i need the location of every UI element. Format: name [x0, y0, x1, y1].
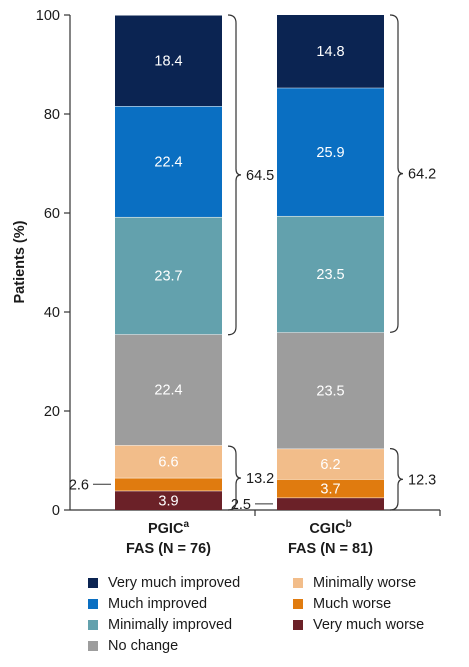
bar-segment — [115, 445, 222, 478]
legend-label: Much worse — [313, 596, 392, 612]
legend-label: Much improved — [108, 596, 208, 612]
legend-label: Very much worse — [313, 617, 425, 633]
data-label: 2.5 — [231, 497, 251, 513]
y-tick-label: 100 — [36, 8, 60, 24]
legend-swatch — [88, 641, 98, 651]
category-label: PGICa — [148, 519, 189, 537]
legend-label: Minimally improved — [108, 617, 233, 633]
bracket-label: 13.2 — [246, 471, 274, 487]
legend-swatch — [293, 578, 303, 588]
legend-label: No change — [108, 638, 179, 654]
legend-label: Very much improved — [108, 575, 241, 591]
data-labels: 3.9 2.6 6.6 22.4 23.7 22.4 18.4 2.5 3.7 6.2 23.5 23… — [69, 44, 345, 513]
y-tick-label: 0 — [52, 503, 60, 519]
data-label: 18.4 — [154, 54, 182, 70]
bar-segment — [277, 87, 384, 216]
bar-segment — [277, 14, 384, 88]
y-axis-label: Patients (%) — [12, 220, 28, 303]
data-label: 14.8 — [316, 44, 344, 60]
bracket-label: 64.5 — [246, 168, 274, 184]
bar-segment — [277, 479, 384, 498]
bar-segment — [277, 215, 384, 333]
bar-segment — [115, 216, 222, 335]
data-label: 3.7 — [320, 481, 340, 497]
data-label: 23.5 — [316, 267, 344, 283]
bracket-label: 64.2 — [408, 167, 436, 183]
data-label: 22.4 — [154, 155, 182, 171]
legend-item: Much improved — [88, 596, 207, 612]
bar-segment — [277, 332, 384, 449]
legend-item: No change — [88, 638, 178, 654]
y-tick-label: 20 — [44, 404, 60, 420]
data-label: 23.7 — [154, 269, 182, 285]
category-label: CGICb — [309, 519, 351, 537]
data-label: 6.2 — [320, 457, 340, 473]
data-label: 2.6 — [69, 477, 89, 493]
bar-segment — [277, 497, 384, 510]
legend-swatch — [88, 578, 98, 588]
bracket — [389, 14, 404, 333]
bracket — [389, 448, 404, 511]
legend-swatch — [293, 620, 303, 630]
bar-segment — [115, 477, 222, 491]
legend-item: Very much improved — [88, 575, 240, 591]
data-label: 25.9 — [316, 145, 344, 161]
y-tick-label: 60 — [44, 206, 60, 222]
bar-segment — [115, 490, 222, 510]
data-label: 22.4 — [154, 383, 182, 399]
legend-swatch — [88, 599, 98, 609]
bracket — [227, 14, 242, 336]
y-tick-label: 40 — [44, 305, 60, 321]
bar-segment — [115, 15, 222, 107]
data-label: 3.9 — [158, 493, 178, 509]
legend-item: Minimally worse — [293, 575, 416, 591]
bar-segment — [115, 106, 222, 217]
legend-item: Very much worse — [293, 617, 424, 633]
brackets: 13.2 64.5 12.3 64.2 — [227, 14, 436, 511]
legend-swatch — [88, 620, 98, 630]
bracket — [227, 445, 242, 511]
legend-swatch — [293, 599, 303, 609]
data-label: 6.6 — [158, 454, 178, 470]
data-label: 23.5 — [316, 383, 344, 399]
stacked-bar-chart: 0 20 40 60 80 100 3.9 2.6 6.6 22.4 23.7 22.4 18.4 2.… — [12, 8, 441, 557]
category-sublabel: FAS (N = 76) — [126, 541, 211, 557]
bracket-label: 12.3 — [408, 472, 436, 488]
bar-segment — [115, 334, 222, 446]
category-sublabel: FAS (N = 81) — [288, 541, 373, 557]
legend-label: Minimally worse — [313, 575, 417, 591]
category-labels: PGICa FAS (N = 76) CGICb FAS (N = 81) — [126, 519, 373, 557]
bars — [115, 14, 384, 510]
y-tick-label: 80 — [44, 107, 60, 123]
legend-item: Minimally improved — [88, 617, 232, 633]
legend-item: Much worse — [293, 596, 391, 612]
bar-segment — [277, 448, 384, 480]
